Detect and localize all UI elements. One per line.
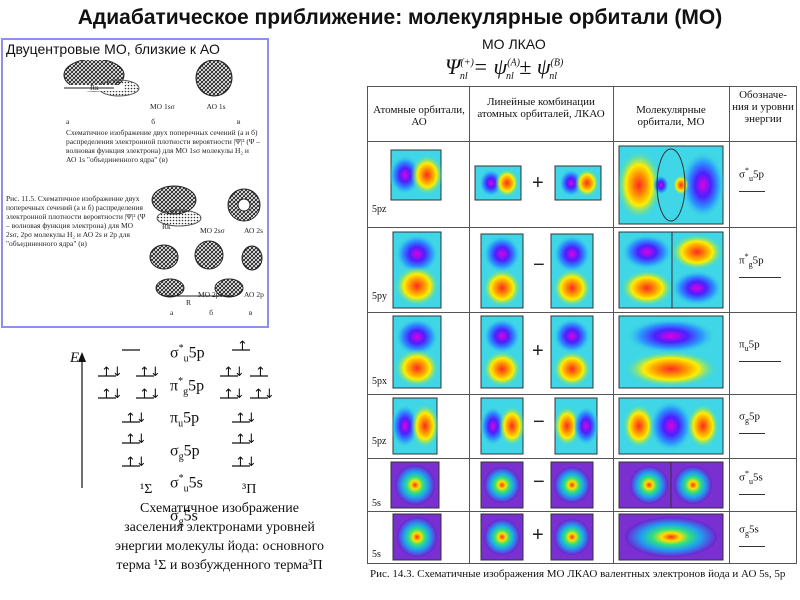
fig2-letter-c: в: [248, 308, 253, 317]
level-cell-4: σg5p: [739, 408, 765, 434]
header-lcao: Линейные комбинации атомных орбиталей, Л…: [477, 96, 605, 120]
svg-text:↑↓: ↑↓: [139, 365, 161, 380]
level-label-2: π*g5p: [170, 375, 205, 398]
op-6: +: [532, 524, 544, 546]
row-label-2: 5py: [372, 291, 387, 302]
term-right: ³Π: [242, 482, 257, 497]
level-label-3: πu5p: [170, 409, 200, 430]
row-label-1: 5pz: [372, 204, 387, 215]
row5-plots: [390, 461, 724, 509]
level-cell-5: σ*u5s: [739, 469, 765, 495]
svg-text:↑↓: ↑↓: [125, 411, 147, 426]
svg-text:↑↓: ↑↓: [101, 365, 123, 380]
level-label-1: σ*u5p: [170, 343, 205, 365]
energy-axis-label: E: [70, 350, 80, 366]
row2-plots: [392, 231, 724, 309]
level-label-4: σg5p: [170, 441, 200, 463]
energy-axis-arrow: [78, 352, 86, 362]
row6-plots: [392, 513, 724, 561]
term-left: ¹Σ: [140, 482, 153, 497]
fig1-letter-a: а: [66, 117, 70, 126]
svg-text:↑↓: ↑↓: [235, 411, 257, 426]
level-cell-6: σg5s: [739, 521, 765, 547]
row-label-4: 5pz: [372, 436, 387, 447]
iodine-energy-diagram: ↑↓ ↑↓ ↑↓ ↑↓ ↑↓↑↓↑↓ ↑ ↑↓ ↑ ↑↓ ↑↓ ↑↓↑↓↑↓: [78, 339, 275, 488]
electron-arrows: ↑↓ ↑↓ ↑↓ ↑↓ ↑↓↑↓↑↓ ↑ ↑↓ ↑ ↑↓ ↑↓ ↑↓↑↓↑↓: [101, 339, 275, 470]
fig2-label-mo-2s: МО 2sσ: [200, 226, 225, 235]
svg-text:↑↓: ↑↓: [139, 387, 161, 402]
row3-plots: [392, 315, 724, 389]
fig1-letter-b: б: [151, 117, 156, 126]
level-label-5: σ*u5s: [170, 473, 203, 495]
lcao-formula: Ψ(+)nl = ψ(A)nl ± ψ(B)nl: [445, 54, 564, 83]
level-cell-2: π*g5p: [739, 252, 781, 278]
fig2-label-mo-2p: МО 2pσ: [198, 290, 224, 299]
lcao-table: Атомные орбитали, АО Линейные комбинации…: [367, 86, 797, 564]
header-ao: Атомные орбитали, АО: [373, 104, 465, 128]
op-4: −: [533, 411, 545, 433]
left-box-title: Двуцентровые МО, близкие к АО: [6, 41, 220, 57]
svg-text:↑↓: ↑↓: [125, 455, 147, 470]
two-center-mo-drawings: [54, 60, 263, 298]
svg-text:↑↓: ↑↓: [101, 387, 123, 402]
row-label-5: 5s: [372, 498, 381, 509]
energy-level-labels: σ*u5p π*g5p πu5p σg5p σ*u5s σg5s: [170, 338, 240, 533]
op-3: +: [532, 340, 544, 362]
svg-text:↑↓: ↑↓: [235, 432, 257, 447]
energy-diagram-caption: Схематичное изображение заселения электр…: [114, 501, 325, 573]
fig2-mo-2s-2p: [149, 185, 263, 298]
left-levels: [98, 349, 154, 467]
header-mo: Молекулярные орбитали, МО: [636, 104, 706, 128]
fig2-label-ao-2s: АО 2s: [244, 226, 264, 235]
level-cell-1: σ*u5p: [739, 166, 765, 192]
svg-text:↑: ↑: [255, 365, 266, 380]
table-caption: Рис. 14.3. Схематичные изображения МО ЛК…: [370, 568, 786, 580]
svg-text:↑↓: ↑↓: [125, 432, 147, 447]
row1-plots: [389, 145, 725, 225]
row-label-3: 5px: [372, 376, 387, 387]
svg-text:↑↓: ↑↓: [223, 387, 245, 402]
op-2: −: [533, 254, 545, 276]
fig2-label-ao-2p: АО 2p: [244, 290, 264, 299]
svg-text:↑↓: ↑↓: [235, 455, 257, 470]
fig1-caption: Схематичное изображение двух поперечных …: [66, 128, 261, 164]
level-cell-3: πu5p: [739, 336, 781, 362]
rk-label-2: Rк: [162, 222, 171, 231]
right-levels: [220, 349, 268, 467]
r-label: R: [186, 298, 192, 307]
fig2-caption: Рис. 11.5. Схематичное изображение двух …: [6, 194, 146, 248]
formula-label: МО ЛКАО: [482, 36, 546, 52]
fig1-letter-c: в: [236, 117, 241, 126]
row-label-6: 5s: [372, 549, 381, 560]
svg-text:↑↓: ↑↓: [253, 387, 275, 402]
level-label-6: σg5s: [170, 506, 198, 528]
fig1-label-mo: МО 1sσ: [150, 102, 175, 111]
fig1-mo-1s: [54, 60, 233, 97]
header-levels: Обозначе-ния и уровни энергии: [732, 89, 794, 125]
page-title: Адиабатическое приближение: молекулярные…: [77, 6, 723, 29]
fig2-letter-a: а: [170, 308, 174, 317]
orbital-plots: [389, 145, 725, 561]
row4-plots: [391, 397, 724, 455]
rk-label-1: Rк: [90, 83, 99, 92]
fig1-label-ao: АО 1s: [206, 102, 226, 111]
op-1: +: [532, 172, 544, 194]
svg-text:↑: ↑: [237, 339, 248, 354]
svg-text:↑↓: ↑↓: [223, 365, 245, 380]
fig2-letter-b: б: [209, 308, 214, 317]
op-5: −: [533, 471, 545, 493]
